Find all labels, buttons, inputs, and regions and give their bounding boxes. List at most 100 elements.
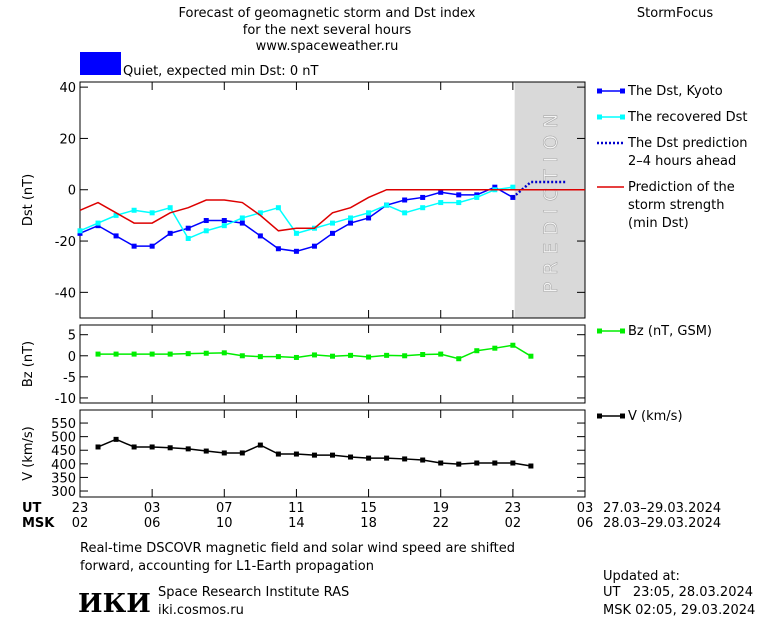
series-marker bbox=[275, 205, 281, 211]
series-marker bbox=[257, 442, 263, 448]
series-marker bbox=[239, 353, 245, 359]
series-marker bbox=[221, 218, 227, 224]
series-marker bbox=[95, 444, 101, 450]
series-marker bbox=[113, 436, 119, 442]
series-marker bbox=[113, 351, 119, 357]
series-marker bbox=[95, 223, 101, 229]
footer-note: forward, accounting for L1-Earth propaga… bbox=[80, 559, 374, 574]
series-marker bbox=[510, 184, 516, 190]
series-marker bbox=[366, 215, 372, 221]
series-marker bbox=[456, 356, 462, 362]
x-tick-label: 03 bbox=[577, 501, 594, 516]
y-tick-label: 0 bbox=[68, 350, 76, 365]
legend-marker bbox=[620, 114, 625, 120]
series-marker bbox=[330, 452, 335, 458]
series-marker bbox=[474, 194, 480, 200]
series-marker bbox=[131, 207, 137, 213]
title-line: Forecast of geomagnetic storm and Dst in… bbox=[178, 6, 475, 21]
x-tick-label: 11 bbox=[288, 501, 305, 516]
y-tick-label: 40 bbox=[59, 81, 76, 96]
series-marker bbox=[131, 444, 137, 450]
institute: Space Research Institute RAS bbox=[158, 585, 349, 600]
x-row-label: UT bbox=[22, 501, 42, 516]
series-marker bbox=[185, 235, 191, 241]
series-marker bbox=[293, 354, 299, 360]
plot-frame bbox=[79, 324, 586, 404]
series-marker bbox=[492, 184, 498, 190]
y-tick-label: -40 bbox=[55, 286, 76, 301]
series-marker bbox=[203, 218, 209, 224]
series-marker bbox=[528, 353, 534, 359]
legend-marker bbox=[597, 413, 602, 419]
y-tick-label: -10 bbox=[55, 392, 76, 407]
series-marker bbox=[203, 448, 209, 454]
series-marker bbox=[366, 354, 372, 360]
series-marker bbox=[311, 352, 317, 358]
x-tick-label: 14 bbox=[288, 516, 305, 531]
y-tick-label: 400 bbox=[51, 458, 76, 473]
x-tick-label: 06 bbox=[144, 516, 161, 531]
series-marker bbox=[456, 200, 462, 206]
series-marker bbox=[77, 228, 83, 234]
x-tick-label: 02 bbox=[72, 516, 89, 531]
status-text: Quiet, expected min Dst: 0 nT bbox=[123, 64, 318, 79]
legend-marker bbox=[620, 88, 625, 94]
series-marker bbox=[348, 454, 354, 460]
legend-label: The Dst prediction 2–4 hours ahead bbox=[627, 136, 748, 169]
y-tick-label: -5 bbox=[63, 371, 76, 386]
legend-marker bbox=[597, 328, 602, 334]
y-tick-label: 0 bbox=[68, 184, 76, 199]
series-marker bbox=[438, 351, 444, 357]
series-marker bbox=[257, 210, 263, 216]
series-marker bbox=[474, 192, 480, 198]
prediction-zone bbox=[514, 82, 585, 318]
series-marker bbox=[185, 351, 191, 357]
legend-marker bbox=[597, 114, 602, 120]
x-tick-label: 06 bbox=[577, 516, 594, 531]
legend-label: V (km/s) bbox=[628, 409, 683, 424]
x-tick-label: 22 bbox=[432, 516, 449, 531]
series-marker bbox=[420, 205, 426, 211]
series-marker bbox=[221, 223, 227, 229]
series-marker bbox=[149, 351, 155, 357]
series-marker bbox=[366, 210, 372, 216]
legend-label: Prediction of the storm strength (min Dst) bbox=[628, 180, 735, 231]
series-marker bbox=[311, 452, 317, 458]
series-marker bbox=[257, 233, 263, 239]
series-marker bbox=[149, 210, 155, 216]
date-range: 28.03–29.03.2024 bbox=[603, 516, 721, 531]
series-marker bbox=[402, 210, 408, 216]
updated: MSK 02:05, 29.03.2024 bbox=[603, 603, 755, 618]
x-tick-label: 07 bbox=[216, 501, 233, 516]
series-marker bbox=[456, 461, 462, 467]
y-tick-label: 5 bbox=[68, 329, 76, 344]
series-marker bbox=[438, 460, 444, 466]
legend-marker bbox=[620, 413, 625, 419]
series-marker bbox=[348, 215, 354, 221]
status-swatch bbox=[80, 52, 121, 75]
series-marker bbox=[456, 192, 462, 198]
series-marker bbox=[293, 230, 299, 236]
series-marker bbox=[275, 451, 281, 457]
x-tick-label: 19 bbox=[432, 501, 449, 516]
brand: StormFocus bbox=[637, 6, 713, 21]
series-marker bbox=[492, 345, 498, 351]
series-marker bbox=[131, 351, 137, 357]
series-marker bbox=[167, 230, 173, 236]
legend-label: Bz (nT, GSM) bbox=[628, 324, 712, 339]
series-marker bbox=[239, 215, 245, 221]
series-marker bbox=[438, 200, 444, 206]
series-marker bbox=[348, 220, 354, 226]
series-marker bbox=[131, 243, 137, 249]
footer-note: Real-time DSCOVR magnetic field and sola… bbox=[80, 541, 515, 556]
title-line: for the next several hours bbox=[243, 23, 412, 38]
series-marker bbox=[474, 460, 480, 466]
series-marker bbox=[221, 350, 227, 356]
series-marker bbox=[420, 352, 426, 358]
series-marker bbox=[330, 220, 335, 226]
legend-marker bbox=[620, 328, 625, 334]
series-marker bbox=[402, 456, 408, 462]
series-line bbox=[79, 188, 585, 232]
